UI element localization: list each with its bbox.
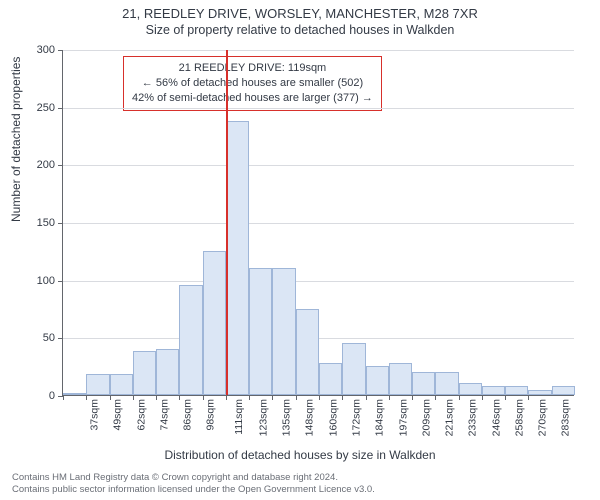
grid-line: [63, 281, 574, 282]
chart-container: 21, REEDLEY DRIVE, WORSLEY, MANCHESTER, …: [0, 0, 600, 500]
xtick-label: 233sqm: [467, 399, 479, 436]
xtick-label: 209sqm: [420, 399, 432, 436]
xtick-mark: [482, 395, 483, 400]
chart-title: 21, REEDLEY DRIVE, WORSLEY, MANCHESTER, …: [0, 0, 600, 23]
xtick-label: 148sqm: [304, 399, 316, 436]
xtick-mark: [366, 395, 367, 400]
xtick-label: 197sqm: [397, 399, 409, 436]
xtick-mark: [389, 395, 390, 400]
xtick-label: 62sqm: [135, 399, 147, 431]
histogram-bar: [226, 121, 249, 395]
grid-line: [63, 50, 574, 51]
histogram-bar: [482, 386, 505, 395]
histogram-bar: [296, 309, 319, 396]
xtick-mark: [86, 395, 87, 400]
histogram-bar: [528, 390, 551, 395]
histogram-bar: [366, 366, 389, 395]
xtick-label: 283sqm: [560, 399, 572, 436]
xtick-mark: [528, 395, 529, 400]
ytick-label: 50: [43, 332, 63, 344]
histogram-bar: [86, 374, 109, 395]
xtick-mark: [435, 395, 436, 400]
xtick-mark: [505, 395, 506, 400]
histogram-bar: [203, 251, 226, 395]
xtick-label: 37sqm: [89, 399, 101, 431]
grid-line: [63, 165, 574, 166]
xtick-label: 160sqm: [327, 399, 339, 436]
xtick-label: 246sqm: [490, 399, 502, 436]
ytick-label: 100: [37, 275, 63, 287]
footer-line1: Contains HM Land Registry data © Crown c…: [12, 472, 375, 484]
y-axis-label-text: Number of detached properties: [9, 57, 23, 222]
xtick-mark: [272, 395, 273, 400]
xtick-label: 98sqm: [205, 399, 217, 431]
histogram-bar: [435, 372, 458, 395]
histogram-bar: [552, 386, 575, 395]
xtick-mark: [110, 395, 111, 400]
xtick-label: 270sqm: [537, 399, 549, 436]
histogram-bar: [459, 383, 482, 395]
histogram-bar: [342, 343, 365, 395]
plot-area: 21 REEDLEY DRIVE: 119sqm ← 56% of detach…: [62, 50, 574, 396]
xtick-label: 49sqm: [112, 399, 124, 431]
xtick-mark: [203, 395, 204, 400]
xtick-mark: [319, 395, 320, 400]
xtick-mark: [133, 395, 134, 400]
xtick-label: 184sqm: [374, 399, 386, 436]
xtick-label: 74sqm: [158, 399, 170, 431]
xtick-mark: [226, 395, 227, 400]
histogram-bar: [249, 268, 272, 395]
grid-line: [63, 108, 574, 109]
footer-line2: Contains public sector information licen…: [12, 484, 375, 496]
ytick-label: 0: [49, 390, 63, 402]
xtick-mark: [63, 395, 64, 400]
xtick-label: 172sqm: [350, 399, 362, 436]
x-axis-label-text: Distribution of detached houses by size …: [164, 448, 435, 462]
histogram-bar: [156, 349, 179, 395]
xtick-mark: [459, 395, 460, 400]
xtick-mark: [179, 395, 180, 400]
histogram-bar: [389, 363, 412, 395]
xtick-label: 258sqm: [513, 399, 525, 436]
xtick-label: 221sqm: [443, 399, 455, 436]
chart-subtitle: Size of property relative to detached ho…: [0, 23, 600, 41]
callout-line3: 42% of semi-detached houses are larger (…: [132, 91, 373, 106]
footer: Contains HM Land Registry data © Crown c…: [12, 472, 375, 496]
xtick-mark: [342, 395, 343, 400]
callout-box: 21 REEDLEY DRIVE: 119sqm ← 56% of detach…: [123, 56, 382, 111]
xtick-mark: [412, 395, 413, 400]
xtick-label: 86sqm: [182, 399, 194, 431]
ytick-label: 250: [37, 102, 63, 114]
callout-line2: ← 56% of detached houses are smaller (50…: [132, 76, 373, 91]
ytick-label: 200: [37, 159, 63, 171]
callout-line1: 21 REEDLEY DRIVE: 119sqm: [132, 61, 373, 76]
y-axis-label: Number of detached properties: [9, 57, 23, 222]
histogram-bar: [505, 386, 528, 395]
xtick-label: 135sqm: [281, 399, 293, 436]
histogram-bar: [179, 285, 202, 395]
x-axis-label: Distribution of detached houses by size …: [0, 448, 600, 462]
xtick-label: 123sqm: [257, 399, 269, 436]
histogram-bar: [63, 393, 86, 395]
xtick-mark: [296, 395, 297, 400]
marker-line: [226, 50, 228, 395]
histogram-bar: [272, 268, 295, 395]
xtick-label: 111sqm: [232, 399, 244, 435]
ytick-label: 300: [37, 44, 63, 56]
histogram-bar: [412, 372, 435, 395]
histogram-bar: [319, 363, 342, 395]
xtick-mark: [249, 395, 250, 400]
histogram-bar: [133, 351, 156, 395]
ytick-label: 150: [37, 217, 63, 229]
grid-line: [63, 223, 574, 224]
xtick-mark: [156, 395, 157, 400]
histogram-bar: [110, 374, 133, 395]
